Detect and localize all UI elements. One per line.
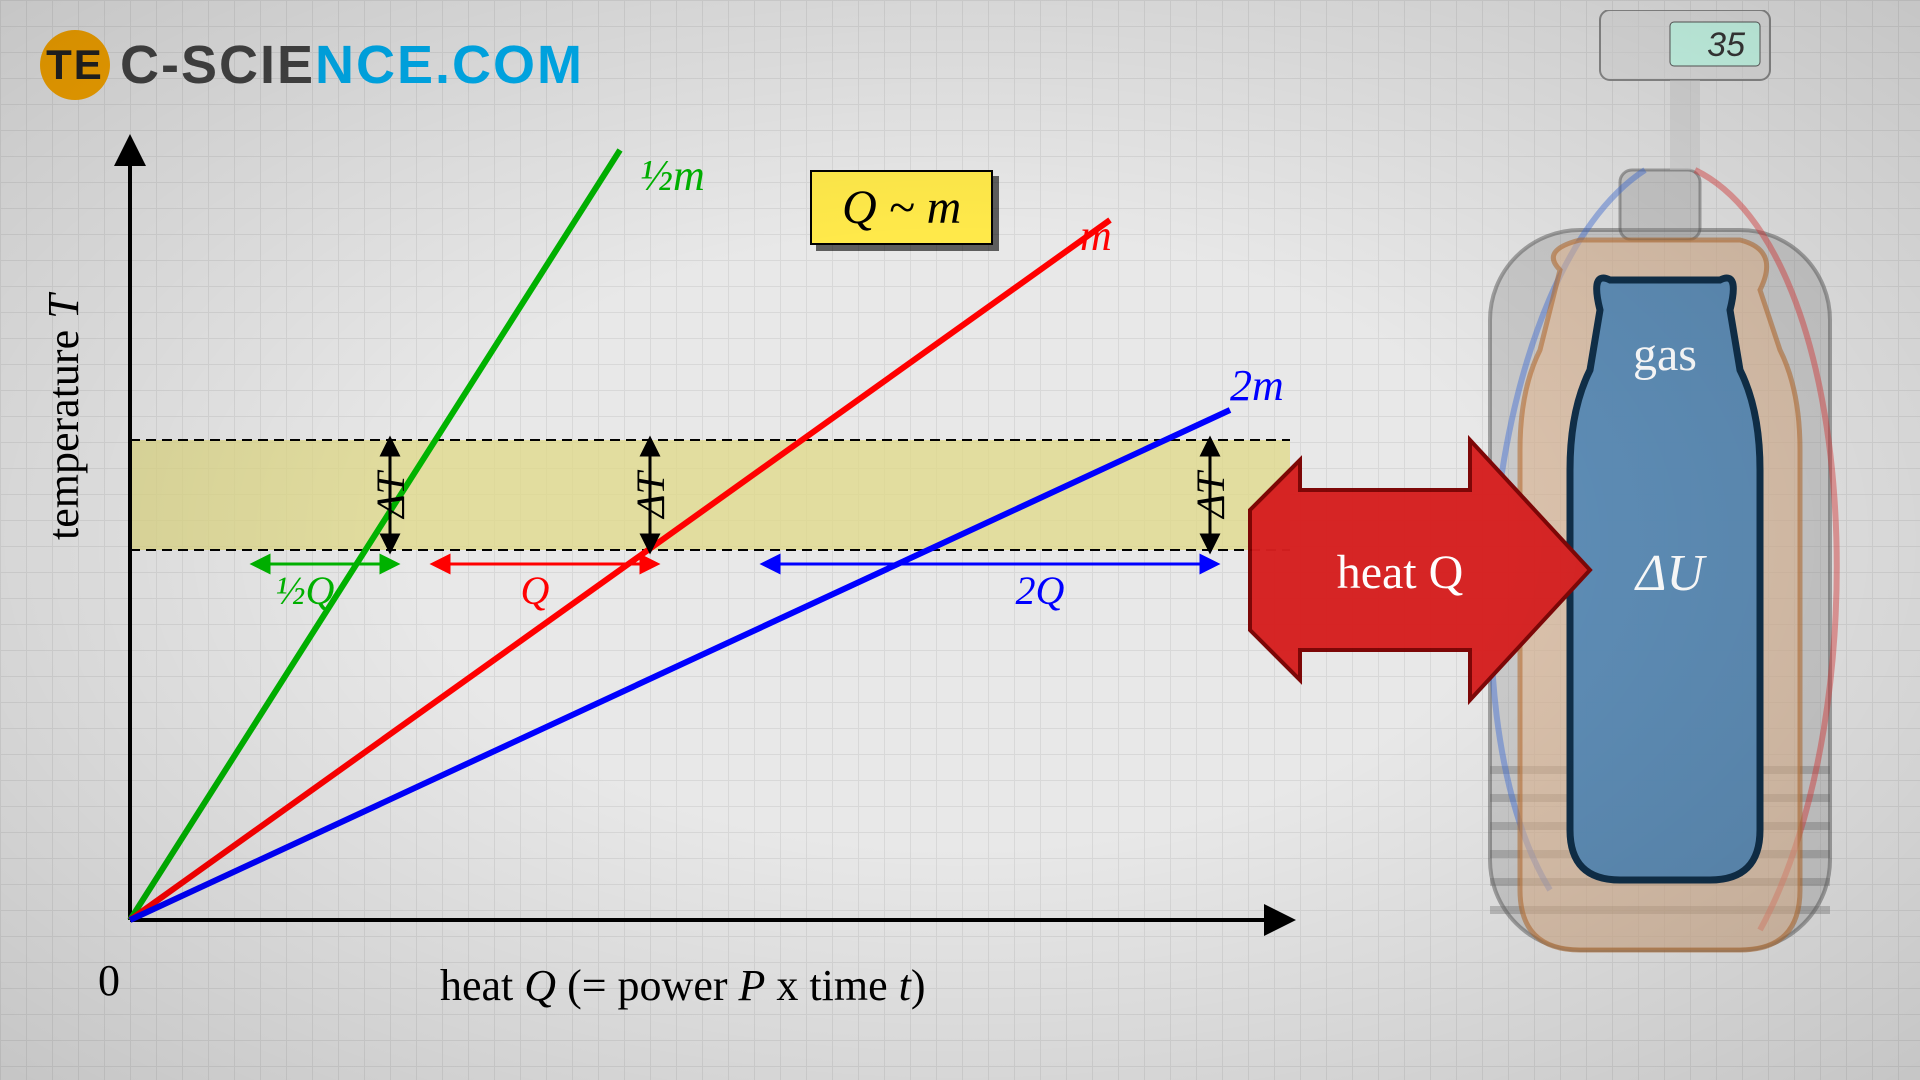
x-axis-label: heat Q (= power P x time t) xyxy=(440,960,926,1011)
svg-text:Q: Q xyxy=(521,568,550,613)
gas-cylinder-diagram: 35 gas ΔU heat Q xyxy=(1240,10,1880,1070)
svg-text:ΔT: ΔT xyxy=(628,469,673,519)
svg-text:ΔT: ΔT xyxy=(1188,469,1233,519)
svg-text:2Q: 2Q xyxy=(1016,568,1065,613)
svg-text:½Q: ½Q xyxy=(276,568,335,613)
svg-text:gas: gas xyxy=(1633,328,1697,381)
svg-text:35: 35 xyxy=(1707,26,1745,64)
svg-text:heat Q: heat Q xyxy=(1337,546,1464,599)
heat-temperature-chart: ½QQ2Q½mm2mΔTΔTΔT xyxy=(80,120,1300,950)
logo-dot: TE xyxy=(40,30,110,100)
svg-text:½m: ½m xyxy=(640,151,705,200)
svg-text:m: m xyxy=(1080,211,1112,260)
logo: TE C-SCIENCE.COM xyxy=(40,30,584,100)
logo-text: C-SCIENCE.COM xyxy=(120,34,584,96)
svg-text:ΔT: ΔT xyxy=(368,469,413,519)
svg-text:ΔU: ΔU xyxy=(1634,545,1708,602)
origin-label: 0 xyxy=(98,955,120,1006)
